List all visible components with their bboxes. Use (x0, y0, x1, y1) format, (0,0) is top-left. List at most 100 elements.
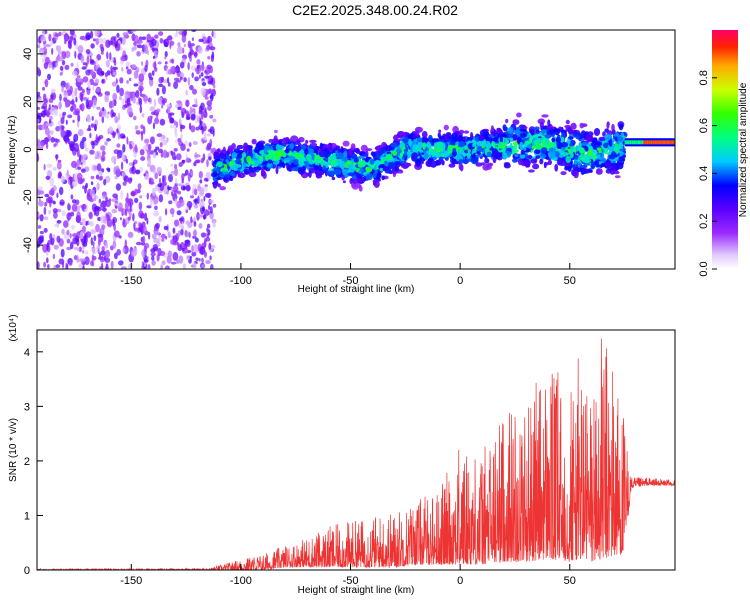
heatmap-cell (644, 140, 647, 145)
heatmap-cell (130, 94, 133, 102)
heatmap-cell (274, 129, 278, 134)
heatmap-cell (427, 158, 432, 166)
heatmap-cell (233, 167, 238, 171)
heatmap-cell (118, 260, 124, 266)
heatmap-cell (88, 211, 93, 220)
heatmap-cell (75, 96, 78, 103)
heatmap-cell (365, 167, 369, 171)
heatmap-cell (166, 104, 172, 108)
heatmap-cell (149, 97, 152, 105)
heatmap-cell (587, 149, 593, 156)
heatmap-cell (183, 43, 186, 48)
heatmap-cell (71, 180, 78, 188)
heatmap-cell (120, 47, 123, 52)
heatmap-cell (152, 244, 158, 251)
heatmap-cell (618, 142, 624, 150)
heatmap-cell (81, 66, 87, 70)
heatmap-cell (151, 47, 158, 51)
heatmap-cell (59, 124, 62, 132)
heatmap-cell (61, 210, 66, 217)
heatmap-cell (73, 133, 79, 143)
heatmap-cell (37, 44, 41, 49)
heatmap-cell (491, 148, 499, 156)
heatmap-cell (594, 142, 603, 146)
heatmap-cell (205, 185, 208, 193)
heatmap-cell (50, 187, 55, 196)
heatmap-cell (152, 122, 156, 130)
heatmap-cell (235, 158, 242, 165)
heatmap-cell (578, 142, 582, 149)
heatmap-cell (492, 136, 498, 143)
heatmap-cell (212, 221, 216, 228)
heatmap-cell (165, 208, 168, 216)
heatmap-cell (176, 100, 182, 104)
heatmap-cell (196, 70, 200, 75)
heatmap-cell (267, 159, 273, 164)
heatmap-cell (199, 200, 205, 208)
heatmap-cell (54, 108, 58, 117)
heatmap-cell (171, 151, 176, 161)
heatmap-cell (415, 130, 420, 135)
heatmap-cell (178, 199, 185, 207)
heatmap-cell (263, 147, 268, 155)
heatmap-cell (411, 152, 418, 160)
colorbar-ticks: 0.0 0.2 0.4 0.6 0.8 (698, 70, 717, 277)
heatmap-cell (539, 158, 544, 165)
heatmap-cell (172, 185, 179, 193)
heatmap-cell (371, 152, 377, 157)
heatmap-cell (156, 87, 160, 96)
colorbar-tick-label: 0.4 (698, 166, 710, 181)
heatmap-cell (423, 152, 429, 161)
heatmap-cell (92, 85, 95, 91)
heatmap-cell (48, 209, 51, 215)
heatmap-cell (535, 129, 540, 134)
heatmap-cell (565, 156, 571, 163)
heatmap-cell (71, 203, 78, 212)
heatmap-cell (236, 153, 243, 159)
heatmap-cell (126, 80, 129, 84)
heatmap-cell (237, 150, 245, 155)
heatmap-cell (320, 160, 327, 166)
heatmap-cell (53, 244, 59, 250)
heatmap-cell (126, 97, 131, 106)
heatmap-cell (381, 175, 385, 181)
heatmap-cell (46, 257, 49, 264)
heatmap-cell (60, 175, 65, 183)
heatmap-cell (144, 138, 150, 144)
heatmap-cell (37, 67, 40, 72)
heatmap-cell (72, 119, 75, 124)
heatmap-cell (560, 171, 567, 176)
heatmap-cell (37, 118, 40, 123)
heatmap-cell (169, 43, 172, 49)
heatmap-cell (146, 149, 152, 156)
heatmap-cell (412, 135, 417, 140)
heatmap-cell (91, 247, 98, 255)
heatmap-cell (502, 152, 508, 160)
x-tick-label: 50 (564, 575, 576, 587)
heatmap-cell (265, 143, 271, 147)
heatmap-cell (73, 37, 77, 46)
heatmap-cell (175, 178, 178, 185)
heatmap-cell (209, 46, 216, 51)
heatmap-cell (69, 176, 73, 186)
heatmap-cell (81, 88, 85, 94)
heatmap-cell (498, 145, 505, 149)
heatmap-cell (110, 65, 113, 74)
heatmap-cell (664, 140, 667, 145)
heatmap-cell (563, 161, 571, 168)
heatmap-cell (122, 50, 126, 57)
heatmap-cell (153, 210, 159, 217)
heatmap-cell (272, 161, 279, 165)
heatmap-cell (143, 173, 146, 177)
heatmap-cell (627, 140, 630, 145)
heatmap-cell (84, 250, 89, 256)
heatmap-cell (533, 139, 539, 146)
heatmap-cell (183, 77, 187, 83)
heatmap-cell (187, 40, 192, 49)
heatmap-cell (209, 199, 214, 204)
heatmap-cell (161, 98, 166, 106)
heatmap-cell (341, 174, 345, 181)
heatmap-cell (95, 209, 100, 217)
heatmap-cell (177, 42, 181, 48)
heatmap-cell (396, 170, 404, 174)
